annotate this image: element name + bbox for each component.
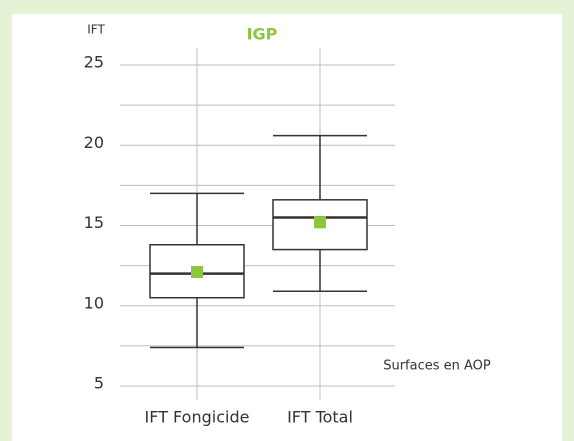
y-tick-label: 10 — [84, 293, 104, 312]
box — [149, 244, 245, 299]
mean — [314, 216, 326, 229]
y-tick-label: 5 — [94, 374, 104, 393]
x-tick-label: IFT Total — [287, 408, 353, 427]
y-tick-label: 20 — [84, 133, 104, 152]
chart-title: IGP — [247, 25, 278, 44]
x-tick-label: IFT Fongicide — [145, 408, 250, 427]
mean — [191, 266, 203, 279]
y-tick-label: 15 — [84, 213, 104, 232]
y-axis-label: IFT — [87, 23, 105, 37]
annotation: Surfaces en AOP — [383, 359, 491, 374]
y-tick-label: 25 — [84, 53, 104, 72]
box — [272, 199, 368, 251]
